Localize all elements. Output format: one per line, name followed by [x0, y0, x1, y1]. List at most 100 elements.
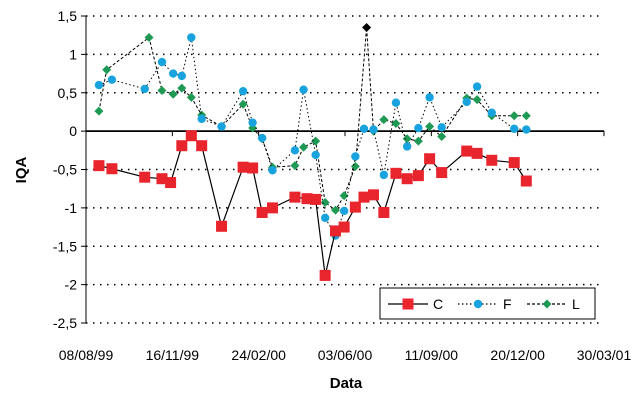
point-F [472, 82, 482, 91]
point-F [197, 114, 206, 124]
point-C [289, 191, 301, 203]
point-C [401, 173, 413, 185]
x-tick-label: 30/03/01 [577, 347, 632, 363]
y-tick-label: -0,5 [53, 162, 77, 178]
point-C [349, 201, 361, 213]
legend-marker-C [402, 298, 414, 310]
point-C [367, 189, 379, 201]
point-C [196, 140, 208, 152]
point-C [139, 171, 151, 183]
point-L [472, 95, 482, 105]
y-tick-label: 0,5 [58, 85, 78, 101]
x-tick-label: 08/08/99 [59, 347, 114, 363]
point-L [509, 111, 519, 121]
point-L [94, 106, 104, 116]
point-L [168, 89, 178, 99]
point-C [256, 206, 268, 218]
x-tick-label: 20/12/00 [490, 347, 545, 363]
point-C [508, 157, 520, 169]
point-F [187, 33, 196, 42]
x-tick-label: 03/06/00 [318, 347, 373, 363]
point-F [299, 85, 308, 94]
point-C [461, 145, 473, 157]
point-C [486, 154, 498, 166]
y-tick-label: -1,5 [53, 238, 77, 254]
legend-label-F: F [503, 296, 512, 312]
point-F [290, 146, 300, 155]
point-C [237, 161, 249, 173]
point-C [338, 221, 350, 233]
point-C [358, 191, 370, 203]
y-tick-label: -1 [65, 200, 78, 216]
point-C [156, 173, 168, 185]
point-C [412, 170, 424, 182]
point-F [522, 125, 531, 134]
point-F [140, 84, 149, 94]
point-L [402, 134, 412, 144]
series-F [94, 33, 531, 240]
point-C [247, 162, 259, 174]
point-C [520, 175, 532, 187]
point-F [248, 118, 257, 127]
point-C [471, 147, 483, 159]
point-L [186, 92, 196, 102]
point-F [437, 123, 446, 132]
point-L [339, 191, 349, 201]
point-F [177, 71, 187, 81]
point-F [414, 123, 423, 133]
point-F [510, 124, 519, 134]
point-L [413, 136, 423, 146]
point-C [378, 206, 390, 218]
point-C [301, 193, 313, 205]
point-F [217, 122, 226, 131]
point-C [216, 220, 228, 232]
series-line-F [98, 37, 527, 237]
legend-marker-F [473, 299, 483, 309]
point-C [319, 269, 331, 281]
point-L [379, 115, 389, 125]
point-F [359, 124, 369, 134]
point-C [436, 167, 448, 179]
point-L [391, 118, 401, 128]
point-F [379, 170, 389, 180]
x-axis-title: Data [330, 375, 363, 392]
point-C [266, 202, 278, 214]
legend-label-L: L [572, 296, 580, 312]
point-L [177, 83, 187, 93]
point-F [391, 98, 401, 107]
point-F [487, 108, 496, 117]
point-L [102, 65, 112, 75]
legend-label-C: C [433, 296, 443, 312]
point-L [362, 23, 372, 33]
point-F [402, 142, 412, 151]
x-tick-labels: 08/08/99 16/11/99 24/02/00 03/06/00 11/09/00… [59, 347, 632, 363]
point-C [176, 140, 188, 152]
point-L [331, 205, 341, 215]
point-L [290, 161, 300, 171]
point-C [185, 130, 197, 142]
point-L [521, 111, 531, 121]
point-C [165, 177, 177, 189]
point-F [168, 69, 178, 78]
point-L [425, 122, 435, 132]
point-F [425, 93, 434, 102]
y-tick-labels: 1,5 1 0,5 0 -0,5 -1 -1,5 -2 -2,5 [53, 8, 77, 331]
data-series [93, 23, 532, 281]
y-tick-label: -2,5 [53, 315, 77, 331]
series-C [93, 130, 532, 281]
point-C [93, 160, 105, 172]
point-F [311, 150, 320, 160]
point-F [157, 57, 167, 67]
y-tick-label: -2 [65, 277, 78, 293]
point-L [437, 131, 447, 141]
point-F [369, 125, 378, 134]
point-F [268, 166, 277, 175]
point-C [310, 193, 322, 205]
point-C [330, 225, 342, 237]
point-L [311, 136, 321, 146]
x-tick-label: 11/09/00 [405, 347, 459, 363]
legend-marker-L [542, 299, 552, 309]
point-L [238, 99, 248, 109]
